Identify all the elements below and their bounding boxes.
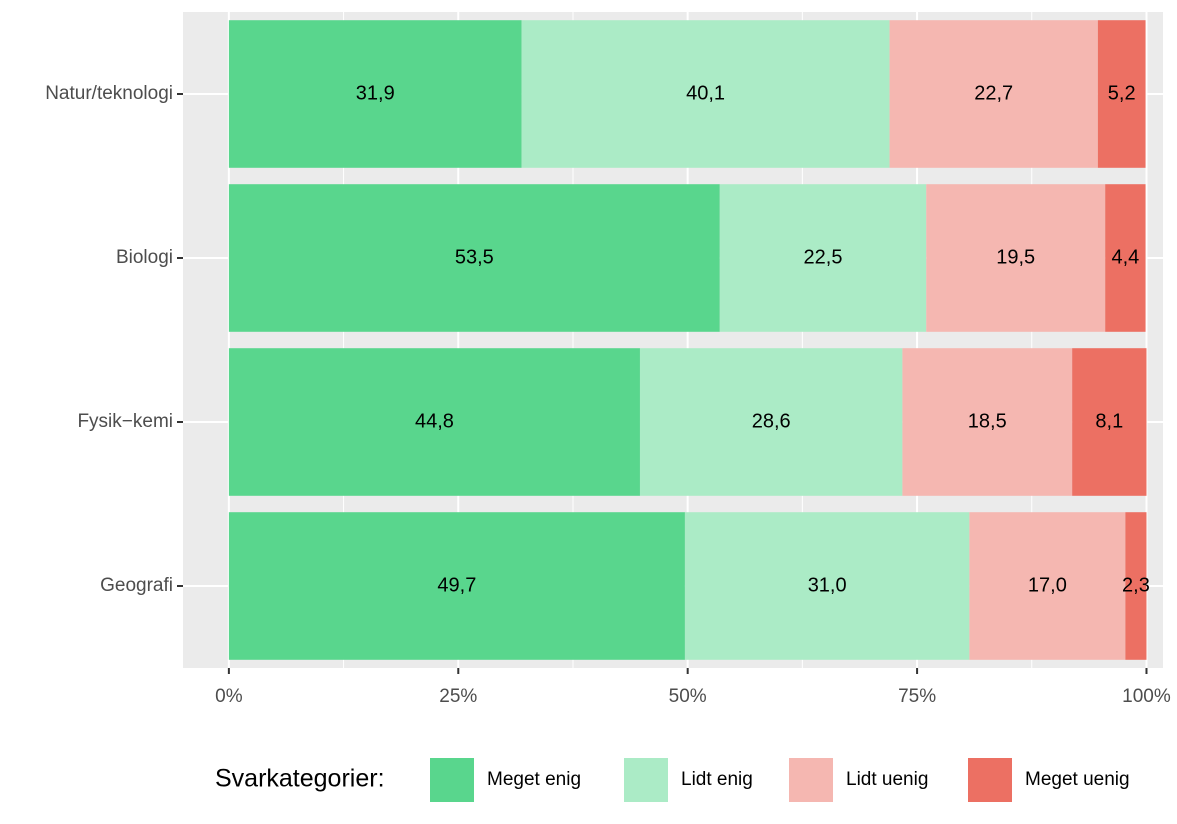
y-tick-label: Fysik−kemi [77,411,173,432]
data-label: 2,3 [1122,574,1150,596]
data-label: 40,1 [686,82,725,104]
bar-segment [889,20,1098,168]
bar-segment [228,184,720,332]
legend-key [789,758,833,802]
x-tick-label: 25% [439,686,477,707]
data-label: 44,8 [415,410,454,432]
bar-segment [228,20,522,168]
x-tick-label: 0% [215,686,243,707]
bar-segment [926,184,1106,332]
bar-segment [902,348,1073,496]
legend-key [968,758,1012,802]
data-label: 4,4 [1111,246,1139,268]
y-tick-label: Natur/teknologi [45,83,173,104]
data-label: 53,5 [455,246,494,268]
legend-label: Lidt uenig [846,769,928,790]
legend-label: Meget uenig [1025,769,1130,790]
data-label: 31,0 [808,574,847,596]
y-tick-label: Biologi [116,247,173,268]
x-tick-label: 75% [898,686,936,707]
data-label: 49,7 [437,574,476,596]
legend-label: Meget enig [487,769,581,790]
data-label: 19,5 [996,246,1035,268]
bar-segment [1097,20,1146,168]
legend-label: Lidt enig [681,769,753,790]
data-label: 22,5 [804,246,843,268]
bar-segment [719,184,927,332]
bar-segment [228,512,685,660]
data-label: 8,1 [1095,410,1123,432]
x-tick-label: 100% [1122,686,1171,707]
legend-key [430,758,474,802]
x-tick-label: 50% [669,686,707,707]
data-label: 22,7 [974,82,1013,104]
data-label: 31,9 [356,82,395,104]
bar-segment [639,348,903,496]
data-label: 28,6 [752,410,791,432]
y-tick-label: Geografi [100,575,173,596]
legend-key [624,758,668,802]
bar-segment [521,20,890,168]
legend-title: Svarkategorier: [215,765,385,793]
bar-segment [228,348,640,496]
data-label: 5,2 [1108,82,1136,104]
bar-segment [1105,184,1146,332]
bar-segment [1125,512,1147,660]
bar-segment [1072,348,1147,496]
data-label: 18,5 [968,410,1007,432]
bar-segment [969,512,1126,660]
data-label: 17,0 [1028,574,1067,596]
bar-segment [684,512,970,660]
